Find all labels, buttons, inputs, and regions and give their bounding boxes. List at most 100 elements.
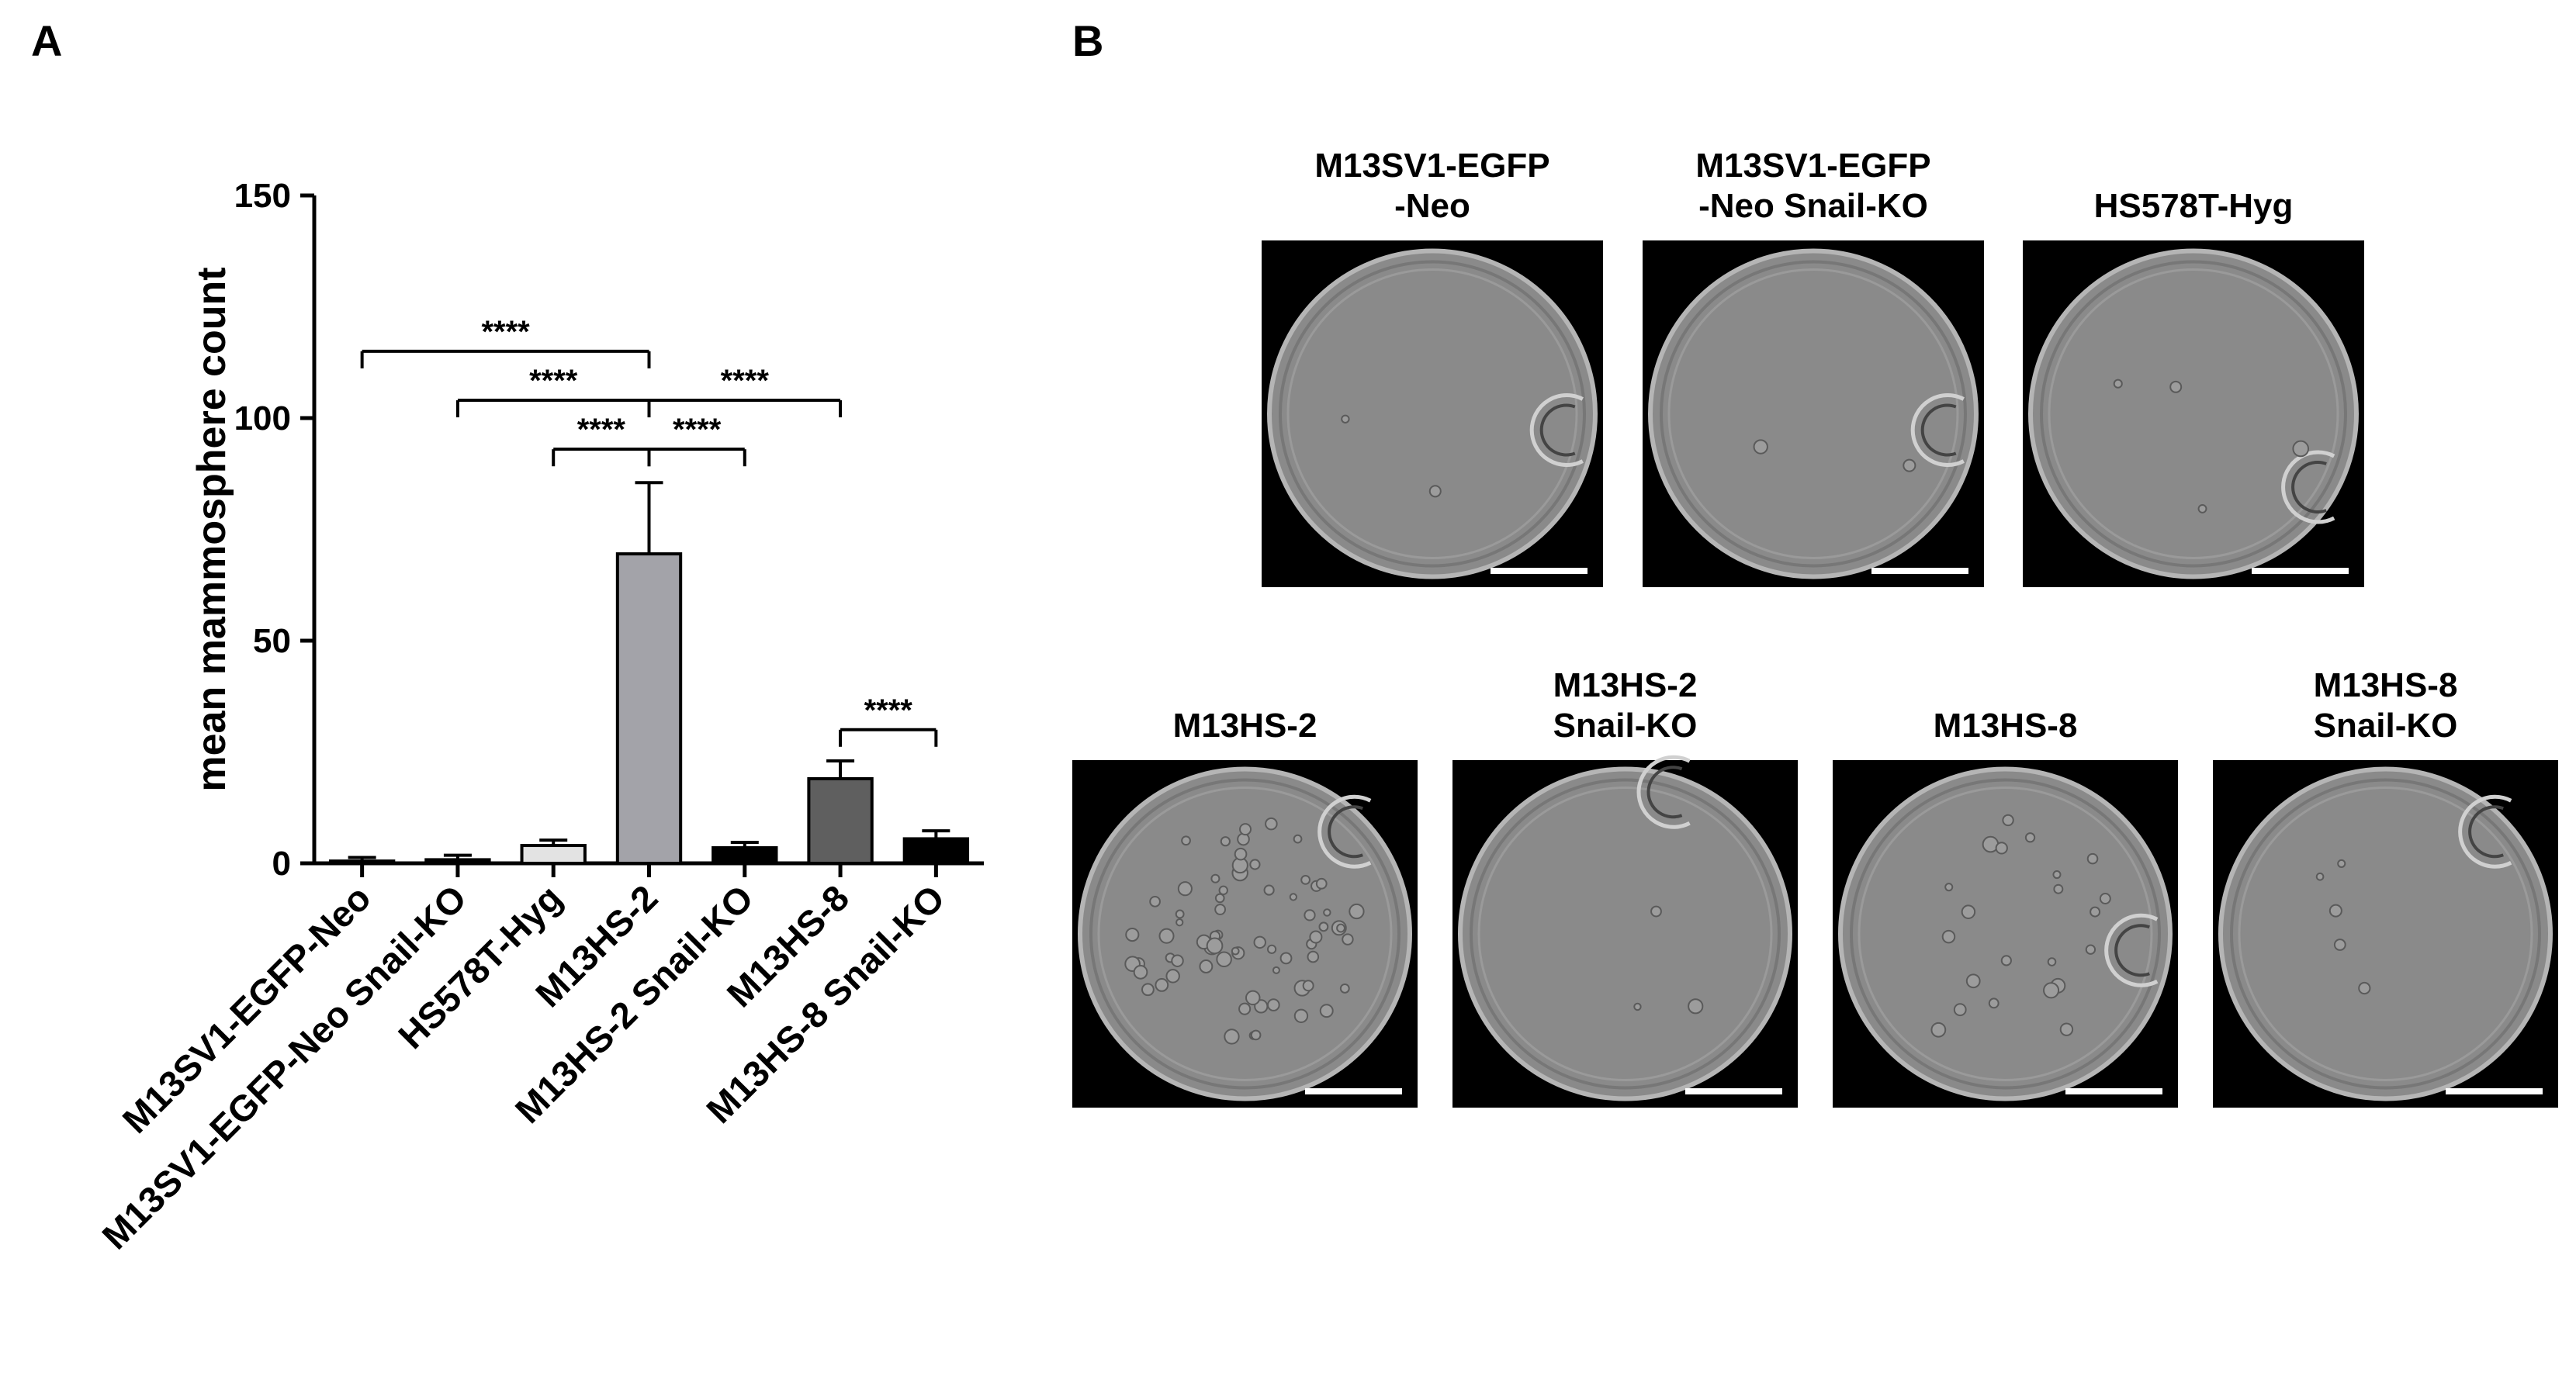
x-tick-label: M13SV1-EGFP-Neo Snail-KO [94,877,474,1257]
bubble [2468,805,2504,859]
mammosphere [2333,939,2346,951]
well-rim [1279,260,1586,568]
well [1648,248,1979,579]
well [1458,766,1792,1101]
mammosphere [1171,954,1184,967]
mammosphere [1965,973,1981,989]
well-rim [1089,778,1401,1090]
bubble [1636,755,1691,829]
mammosphere [1336,923,1345,933]
mammosphere [1688,998,1704,1015]
mammosphere [1650,905,1662,918]
bar [807,776,874,865]
y-tick-label: 150 [234,177,291,215]
mammosphere [1181,835,1191,846]
bar [712,845,778,866]
micrograph: HS578T-Hyg [2023,187,2364,587]
well-rim [1097,787,1393,1081]
scale-bar [2065,1088,2162,1094]
y-tick-label: 0 [272,845,291,883]
mammosphere [1210,873,1220,883]
well-rim [1470,778,1781,1090]
mammosphere [1315,877,1328,890]
mammosphere [1302,980,1314,992]
mammosphere [1272,966,1280,974]
mammosphere [2337,859,2346,868]
bubble [1646,766,1683,819]
mammosphere [1238,1002,1252,1015]
mammosphere [1234,847,1248,861]
y-tick-label: 100 [234,399,291,437]
mammosphere [1304,909,1316,921]
mammosphere [2292,440,2310,458]
bubble [2114,924,2150,977]
mammosphere [1206,937,1224,955]
mammosphere [1237,832,1250,846]
mammosphere [1218,885,1228,896]
mammosphere [1165,969,1180,984]
well-rim [1286,268,1578,559]
mammosphere [1239,823,1252,836]
bubble [2291,461,2327,513]
mammosphere [1253,935,1266,949]
bubble [1920,403,1957,457]
mammosphere [1263,884,1275,896]
mammosphere [1323,908,1331,917]
bar [615,552,683,865]
micrograph-title: -Neo [1394,187,1470,225]
mammosphere [1266,944,1277,954]
scale-bar [1871,568,1968,574]
mammosphere [2358,981,2371,995]
mammosphere [1199,959,1214,973]
bar-chart-panel: 0 50 100 150 mean mammosphere count M13SV1-EG… [94,177,984,1257]
mammosphere [2059,1022,2074,1036]
mammosphere [1428,485,1442,498]
mammosphere [1300,874,1311,885]
micrograph: M13SV1-EGFP-Neo Snail-KO [1643,147,1984,587]
mammosphere [1141,983,1155,997]
bubble [1539,403,1576,457]
micrograph-title: M13SV1-EGFP [1695,147,1930,185]
well-rim [2048,268,2339,559]
panel-label-b: B [1072,16,1103,65]
well [1838,766,2173,1101]
mammosphere [1149,895,1161,908]
mammosphere [2043,982,2060,999]
well [2218,766,2553,1101]
bar [902,837,970,866]
micrograph-title: M13HS-8 [2314,666,2458,704]
micrograph: M13SV1-EGFP-Neo [1262,147,1603,587]
mammosphere [1309,930,1323,944]
mammosphere [1995,842,2008,855]
mammosphere [2086,852,2099,865]
well-rim [1477,787,1773,1081]
mammosphere [1155,978,1169,992]
mammosphere [2328,904,2342,918]
mammosphere [1158,928,1175,944]
panel-label-a: A [31,16,62,65]
mammosphere [1245,990,1261,1006]
mammosphere [2113,379,2123,389]
mammosphere [1175,918,1184,927]
micrograph-title: M13HS-2 [1553,666,1698,704]
micrograph-title: Snail-KO [1553,707,1698,745]
well-rim [1667,268,1959,559]
significance-label: **** [721,364,770,398]
mammosphere [1753,439,1768,455]
mammosphere [2047,957,2057,966]
mammosphere [2315,872,2325,881]
mammosphere [1133,965,1148,980]
micrograph: M13HS-8 [1833,707,2178,1108]
mammosphere [2052,870,2062,880]
mammosphere [1214,904,1227,915]
well-rim [2230,778,2541,1090]
mammosphere [1342,933,1354,946]
mammosphere [2090,906,2101,918]
y-axis-title: mean mammosphere count [189,267,234,791]
significance-label: **** [864,693,913,728]
mammosphere [1339,983,1350,994]
micrograph-title: M13SV1-EGFP [1314,147,1549,185]
well-rim [1660,260,1967,568]
